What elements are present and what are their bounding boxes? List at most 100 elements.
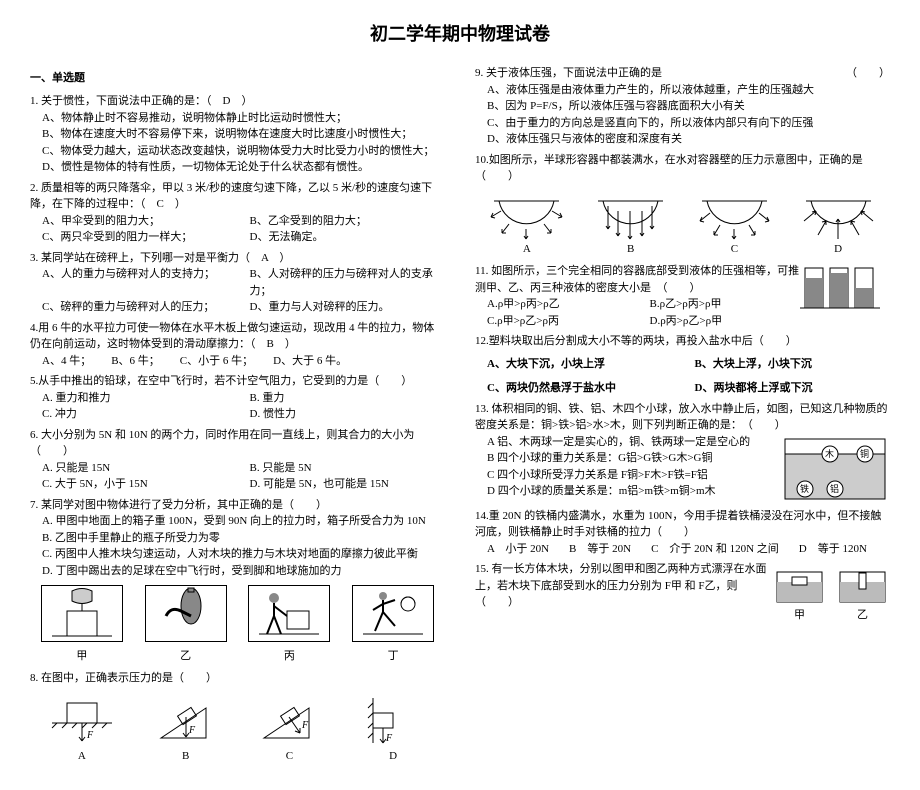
q8-label-a: A [47,748,117,765]
q10-diagrams: A B C D [475,191,890,258]
q9-b: B、因为 P=F/S，所以液体压强与容器底面积大小有关 [487,98,890,115]
q8-diagram-c: F [254,693,324,748]
q13-d: D 四个小球的质量关系是：m铝>m铁>m铜>m木 [487,483,780,500]
q1-c: C、物体受力越大，运动状态改变越快，说明物体受力大时比受力小时的惯性大； [42,143,445,160]
svg-text:F: F [86,730,94,741]
q15-stem: 15. 有一长方体木块，分别以图甲和图乙两种方式漂浮在水面上，若木块下底部受到水… [475,561,772,630]
q13-b: B 四个小球的重力关系是：G铝>G铁>G木>G铜 [487,450,780,467]
q3: 3. 某同学站在磅秤上，下列哪一对是平衡力（ A ） A、人的重力与磅秤对人的支… [30,250,445,316]
q13-diagram: 铁 铝 木 铜 [780,434,890,504]
q8-label-c: C [254,748,324,765]
q1-a: A、物体静止时不容易推动，说明物体静止时比运动时惯性大； [42,110,445,127]
q2: 2. 质量相等的两只降落伞，甲以 3 米/秒的速度匀速下降，乙以 5 米/秒的速… [30,180,445,246]
q7-diagram-bing [248,585,330,642]
q10-label-a: A [484,241,569,258]
q8-label-d: D [358,748,428,765]
q2-a: A、甲伞受到的阻力大； [42,213,238,230]
q12-a: A、大块下沉，小块上浮 [487,356,683,373]
q7-c: C. 丙图中人推木块匀速运动，人对木块的推力与木块对地面的摩擦力彼此平衡 [42,546,445,563]
q6-stem: 6. 大小分别为 5N 和 10N 的两个力，同时作用在同一直线上，则其合力的大… [30,427,445,460]
q10-diagram-a [484,191,569,241]
q7-diagram-ding [352,585,434,642]
q12-d: D、两块都将上浮或下沉 [695,380,891,397]
q3-a: A、人的重力与磅秤对人的支持力； [42,266,238,299]
q4-stem: 4.用 6 牛的水平拉力可使一物体在水平木板上做匀速运动，现改用 4 牛的拉力，… [30,320,445,353]
q7-diagram-yi [145,585,227,642]
q2-d: D、无法确定。 [250,229,446,246]
q9-a: A、液体压强是由液体重力产生的，所以液体越重，产生的压强越大 [487,82,890,99]
q14-d: D 等于 120N [799,541,867,558]
q1-d: D、惯性是物体的特有性质，一切物体无论处于什么状态都有惯性。 [42,159,445,176]
q4: 4.用 6 牛的水平拉力可使一物体在水平木板上做匀速运动，现改用 4 牛的拉力，… [30,320,445,370]
q15-diagram-yi [835,567,890,607]
q1-stem: 1. 关于惯性，下面说法中正确的是：（ D ） [30,93,445,110]
q11-a: A.ρ甲>ρ丙>ρ乙 [487,296,638,313]
q6-b: B. 只能是 5N [250,460,446,477]
svg-text:木: 木 [825,448,834,459]
q9-paren: （ ） [846,65,890,82]
q14-b: B 等于 20N [569,541,631,558]
q12-b: B、大块上浮，小块下沉 [695,356,891,373]
q5-stem: 5.从手中推出的铅球，在空中飞行时，若不计空气阻力，它受到的力是（ ） [30,373,445,390]
q3-stem: 3. 某同学站在磅秤上，下列哪一对是平衡力（ A ） [30,250,445,267]
q7-a: A. 甲图中地面上的箱子重 100N，受到 90N 向上的拉力时，箱子所受合力为… [42,513,445,530]
q9-stem: 9. 关于液体压强，下面说法中正确的是 [475,67,662,79]
q4-c: C、小于 6 牛； [180,353,253,370]
q8-diagram-d: F [358,693,428,748]
q5-b: B. 重力 [250,390,446,407]
q12-c: C、两块仍然悬浮于盐水中 [487,380,683,397]
q6-c: C. 大于 5N，小于 15N [42,476,238,493]
q8-diagram-a: F [47,693,117,748]
q7-d: D. 丁图中踢出去的足球在空中飞行时，受到脚和地球施加的力 [42,563,445,580]
q10-label-c: C [692,241,777,258]
q10-label-d: D [796,241,881,258]
q14: 14.重 20N 的铁桶内盛满水，水重为 100N，今用手提着铁桶浸没在河水中，… [475,508,890,558]
right-column: 9. 关于液体压强，下面说法中正确的是 （ ） A、液体压强是由液体重力产生的，所… [475,61,890,770]
q10: 10.如图所示，半球形容器中都装满水，在水对容器壁的压力示意图中，正确的是（ ）… [475,152,890,258]
q4-d: D、大于 6 牛。 [273,353,347,370]
q10-diagram-b [588,191,673,241]
svg-text:铝: 铝 [830,483,839,494]
q2-b: B、乙伞受到的阻力大； [250,213,446,230]
q13-c: C 四个小球所受浮力关系是 F铜>F木>F铁=F铝 [487,467,780,484]
section-header: 一、单选题 [30,69,445,85]
q4-a: A、4 牛； [42,353,91,370]
q8-diagram-b: F [151,693,221,748]
q7-b: B. 乙图中手里静止的瓶子所受力为零 [42,530,445,547]
q1-b: B、物体在速度大时不容易停下来，说明物体在速度大时比速度小时惯性大； [42,126,445,143]
q13-a: A 铝、木两球一定是实心的，铜、铁两球一定是空心的 [487,434,780,451]
q4-b: B、6 牛； [111,353,160,370]
q7-stem: 7. 某同学对图中物体进行了受力分析，其中正确的是（ ） [30,497,445,514]
q11-b: B.ρ乙>ρ丙>ρ甲 [650,296,801,313]
q12: 12.塑料块取出后分割成大小不等的两块，再投入盐水中后（ ） A、大块下沉，小块… [475,333,890,397]
q11-stem: 11. 如图所示，三个完全相同的容器底部受到液体的压强相等，可推测甲、乙、丙三种… [475,263,800,296]
q3-c: C、磅秤的重力与磅秤对人的压力； [42,299,238,316]
q9-d: D、液体压强只与液体的密度和深度有关 [487,131,890,148]
q14-a: A 小于 20N [487,541,549,558]
svg-text:铁: 铁 [800,483,809,494]
q1: 1. 关于惯性，下面说法中正确的是：（ D ） A、物体静止时不容易推动，说明物… [30,93,445,176]
q10-diagram-c [692,191,777,241]
q8-diagrams: F A F B F C F D [30,693,445,765]
q9-c: C、由于重力的方向总是竖直向下的，所以液体内部只有向下的压强 [487,115,890,132]
q5-d: D. 惯性力 [250,406,446,423]
q5-a: A. 重力和推力 [42,390,238,407]
q2-c: C、两只伞受到的阻力一样大； [42,229,238,246]
svg-text:F: F [385,733,393,744]
q7-diagram-jia [41,585,123,642]
q7-diagrams: 甲 乙 丙 丁 [30,585,445,664]
q11-c: C.ρ甲>ρ乙>ρ丙 [487,313,638,330]
q13: 13. 体积相同的铜、铁、铝、木四个小球，放入水中静止后，如图，已知这几种物质的… [475,401,890,504]
q2-stem: 2. 质量相等的两只降落伞，甲以 3 米/秒的速度匀速下降，乙以 5 米/秒的速… [30,180,445,213]
q11: 11. 如图所示，三个完全相同的容器底部受到液体的压强相等，可推测甲、乙、丙三种… [475,263,890,329]
q8-stem: 8. 在图中，正确表示压力的是（ ） [30,670,445,687]
q13-stem: 13. 体积相同的铜、铁、铝、木四个小球，放入水中静止后，如图，已知这几种物质的… [475,401,890,434]
svg-text:铜: 铜 [860,448,869,459]
svg-text:F: F [301,720,309,731]
q15-label-yi: 乙 [835,607,890,624]
q14-stem: 14.重 20N 的铁桶内盛满水，水重为 100N，今用手提着铁桶浸没在河水中，… [475,508,890,541]
q9: 9. 关于液体压强，下面说法中正确的是 （ ） A、液体压强是由液体重力产生的，所… [475,65,890,148]
q11-d: D.ρ丙>ρ乙>ρ甲 [650,313,801,330]
q8: 8. 在图中，正确表示压力的是（ ） F A F B F C F D [30,670,445,764]
q3-b: B、人对磅秤的压力与磅秤对人的支承力； [250,266,446,299]
